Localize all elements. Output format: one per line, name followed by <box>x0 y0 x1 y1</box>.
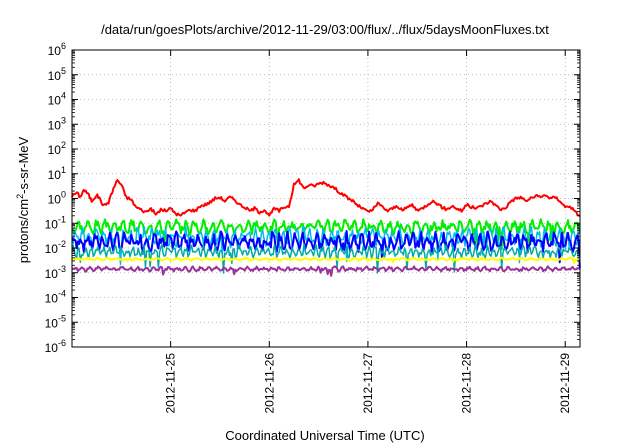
y-tick-label-base: 10 <box>48 69 62 83</box>
y-tick-label: 10-2 <box>45 239 66 256</box>
x-tick-label: 2012-11-26 <box>262 353 276 414</box>
x-tick-label: 2012-11-27 <box>361 353 375 414</box>
x-tick-label: 2012-11-28 <box>460 353 474 414</box>
y-tick-label-base: 10 <box>48 94 62 108</box>
series-line-2 <box>71 218 581 251</box>
y-axis-ticks: 10610510410310210110010-110-210-310-410-… <box>45 41 580 355</box>
chart-title: /data/run/goesPlots/archive/2012-11-29/0… <box>101 22 549 37</box>
series-line-5 <box>71 243 581 274</box>
y-tick-label: 102 <box>48 140 66 157</box>
y-tick-label-base: 10 <box>45 341 59 355</box>
y-tick-label: 10-3 <box>45 264 66 281</box>
y-tick-label: 106 <box>48 41 66 58</box>
y-tick-label-base: 10 <box>45 267 59 281</box>
x-axis-label: Coordinated Universal Time (UTC) <box>225 428 424 443</box>
y-tick-label-exp: -3 <box>58 264 66 274</box>
y-axis-label-sup: 2 <box>15 194 25 199</box>
x-tick-label: 2012-11-29 <box>558 353 572 414</box>
y-tick-label-exp: 1 <box>61 165 66 175</box>
y-axis-label: protons/cm2-s-sr-MeV <box>15 136 31 263</box>
x-tick-label: 2012-11-25 <box>164 353 178 414</box>
y-tick-label-exp: -6 <box>58 338 66 348</box>
y-tick-label: 10-5 <box>45 313 66 330</box>
y-axis-label-base: protons/cm <box>16 199 31 263</box>
y-tick-label-exp: 5 <box>61 66 66 76</box>
y-tick-label-exp: 0 <box>61 190 66 200</box>
y-tick-label: 105 <box>48 66 66 83</box>
y-tick-label-base: 10 <box>45 217 59 231</box>
y-tick-label-exp: 2 <box>61 140 66 150</box>
y-tick-label-base: 10 <box>48 44 62 58</box>
y-tick-label-exp: 4 <box>61 91 66 101</box>
y-tick-label-exp: 3 <box>61 115 66 125</box>
series-line-6 <box>71 256 580 265</box>
y-tick-label: 10-6 <box>45 338 66 355</box>
y-tick-label-exp: -5 <box>58 313 66 323</box>
y-tick-label: 103 <box>48 115 66 132</box>
y-axis-label-rest: -s-sr-MeV <box>16 136 31 193</box>
y-tick-label-exp: -2 <box>58 239 66 249</box>
plot-area: 10610510410310210110010-110-210-310-410-… <box>45 41 581 414</box>
y-tick-label-base: 10 <box>48 168 62 182</box>
y-tick-label: 101 <box>48 165 66 182</box>
series-line-1 <box>71 178 581 217</box>
y-tick-label: 10-1 <box>45 214 66 231</box>
y-tick-label-base: 10 <box>48 143 62 157</box>
y-tick-label: 100 <box>48 190 66 207</box>
y-tick-label-base: 10 <box>45 316 59 330</box>
series-line-7 <box>71 265 581 277</box>
grid-lines <box>72 50 580 347</box>
data-series <box>71 178 581 277</box>
y-tick-label: 10-4 <box>45 289 66 306</box>
y-tick-label-base: 10 <box>48 118 62 132</box>
x-axis-ticks: 2012-11-25 2012-11-26 2012-11-27 2012-11-28… <box>164 50 572 414</box>
y-tick-label: 104 <box>48 91 66 108</box>
y-tick-label-base: 10 <box>48 193 62 207</box>
y-tick-label-exp: -1 <box>58 214 66 224</box>
y-tick-label-exp: -4 <box>58 289 66 299</box>
series-line-4 <box>71 230 581 269</box>
y-tick-label-base: 10 <box>45 292 59 306</box>
y-tick-label-exp: 6 <box>61 41 66 51</box>
y-tick-label-base: 10 <box>45 242 59 256</box>
